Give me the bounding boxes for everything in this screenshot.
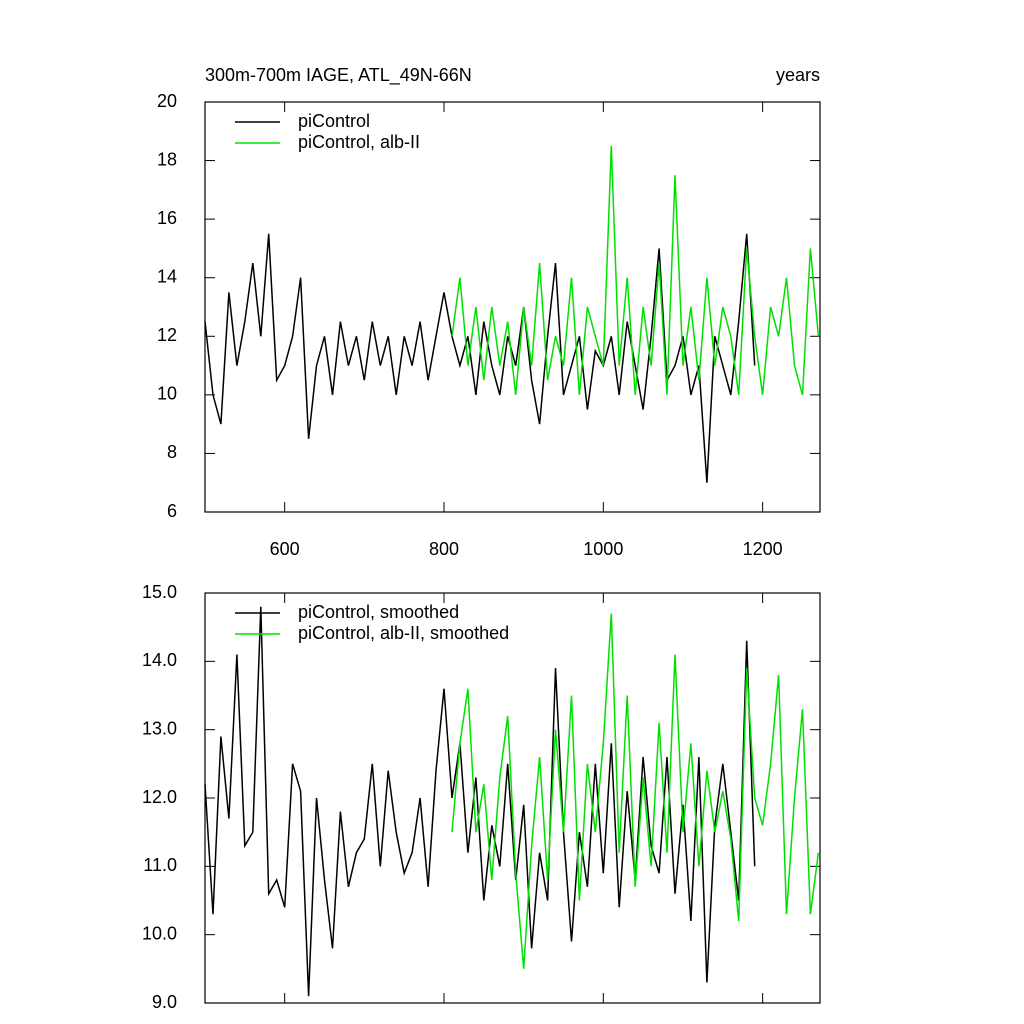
y-tick-label: 18 (157, 149, 177, 169)
x-tick-label: 800 (429, 539, 459, 559)
series-line (451, 145, 820, 396)
y-tick-label: 14.0 (142, 650, 177, 670)
x-tick-label: 1000 (583, 539, 623, 559)
y-tick-label: 12 (157, 325, 177, 345)
chart-title: 300m-700m IAGE, ATL_49N-66N (205, 65, 472, 86)
x-tick-label: 600 (270, 539, 300, 559)
legend-label: piControl, alb-II (298, 132, 420, 152)
y-tick-label: 10 (157, 384, 177, 404)
legend-label: piControl, smoothed (298, 602, 459, 622)
y-tick-label: 14 (157, 266, 177, 286)
y-tick-label: 12.0 (142, 787, 177, 807)
y-tick-label: 6 (167, 501, 177, 521)
y-tick-label: 8 (167, 442, 177, 462)
y-tick-label: 11.0 (143, 855, 177, 875)
chart-subtitle: years (776, 65, 820, 85)
y-tick-label: 9.0 (152, 992, 177, 1012)
series-line (204, 606, 756, 997)
series-line (204, 233, 756, 483)
y-tick-label: 20 (157, 91, 177, 111)
y-tick-label: 10.0 (142, 923, 177, 943)
y-tick-label: 16 (157, 208, 177, 228)
plot-frame (204, 101, 821, 513)
series-line (451, 613, 820, 969)
x-tick-label: 1200 (743, 539, 783, 559)
y-tick-label: 13.0 (142, 718, 177, 738)
y-tick-label: 15.0 (142, 582, 177, 602)
legend-label: piControl (298, 111, 370, 131)
legend-label: piControl, alb-II, smoothed (298, 623, 509, 643)
